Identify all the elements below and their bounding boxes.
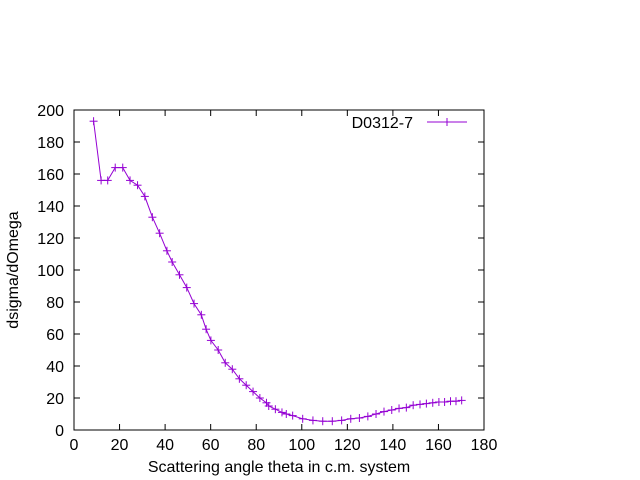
legend-label: D0312-7: [352, 115, 413, 132]
data-point: [372, 410, 381, 418]
data-point: [318, 417, 327, 426]
data-point: [242, 381, 251, 390]
x-axis-label: Scattering angle theta in c.m. system: [148, 459, 410, 476]
series-line: [93, 121, 462, 422]
y-tick-label: 80: [46, 295, 64, 312]
y-tick-label: 60: [46, 327, 64, 344]
data-point: [337, 416, 346, 425]
y-tick-label: 40: [46, 359, 64, 376]
data-point: [415, 400, 424, 409]
data-point: [118, 163, 127, 172]
data-point: [298, 414, 307, 423]
data-point: [206, 336, 215, 345]
ticks: 0 20 40 60 80 100 120 140 160 180 0 20 40 60 80 100 120 1…: [37, 103, 497, 454]
legend-marker: [443, 118, 451, 126]
data-point: [363, 412, 372, 421]
data-point: [111, 163, 120, 172]
data-point: [271, 405, 280, 414]
data-point: [387, 406, 396, 414]
x-tick-label: 80: [247, 437, 265, 454]
plot-frame: [73, 109, 485, 431]
data-point: [402, 403, 411, 412]
y-tick-label: 160: [37, 167, 64, 184]
data-point: [255, 394, 264, 402]
data-point: [228, 365, 237, 374]
data-point: [235, 374, 244, 383]
data-point: [133, 181, 142, 190]
data-point: [380, 407, 389, 416]
data-point: [395, 404, 404, 413]
data-point: [148, 213, 157, 222]
data-point: [197, 310, 206, 319]
data-point: [214, 346, 223, 354]
data-point: [249, 387, 258, 396]
data-point: [346, 414, 355, 423]
y-axis-label: dsigma/dOmega: [5, 211, 22, 328]
data-point: [182, 283, 191, 292]
axes: [73, 109, 485, 431]
x-tick-label: 20: [111, 437, 129, 454]
data-point: [288, 411, 297, 420]
series-layer: [89, 117, 466, 426]
data-point: [221, 358, 230, 367]
legend: D0312-7: [352, 115, 467, 132]
y-tick-label: 20: [46, 391, 64, 408]
data-point: [428, 398, 437, 407]
x-tick-label: 0: [70, 437, 79, 454]
y-tick-label: 180: [37, 135, 64, 152]
data-point: [409, 401, 418, 410]
data-point: [422, 399, 431, 408]
x-tick-label: 160: [425, 437, 452, 454]
data-point: [264, 402, 273, 410]
data-point: [282, 410, 291, 418]
data-point: [89, 117, 98, 126]
y-tick-label: 120: [37, 231, 64, 248]
x-tick-label: 60: [202, 437, 220, 454]
data-point: [190, 299, 199, 308]
data-point: [355, 414, 364, 422]
data-point: [308, 416, 317, 425]
data-point: [440, 398, 449, 406]
data-point: [103, 176, 112, 185]
y-tick-label: 100: [37, 263, 64, 280]
x-tick-label: 180: [471, 437, 498, 454]
y-tick-label: 0: [55, 423, 64, 440]
x-tick-label: 140: [380, 437, 407, 454]
y-tick-label: 140: [37, 199, 64, 216]
x-tick-label: 40: [156, 437, 174, 454]
data-point: [155, 229, 164, 238]
x-tick-label: 100: [288, 437, 315, 454]
data-point: [451, 397, 460, 406]
data-point: [457, 396, 466, 405]
y-tick-label: 200: [37, 103, 64, 120]
data-point: [328, 417, 337, 426]
data-point: [277, 408, 286, 417]
data-point: [168, 258, 177, 266]
data-point: [162, 246, 171, 255]
data-point: [202, 325, 211, 334]
x-tick-label: 120: [334, 437, 361, 454]
data-point: [175, 270, 184, 279]
data-point: [140, 192, 149, 201]
data-point: [126, 176, 135, 185]
